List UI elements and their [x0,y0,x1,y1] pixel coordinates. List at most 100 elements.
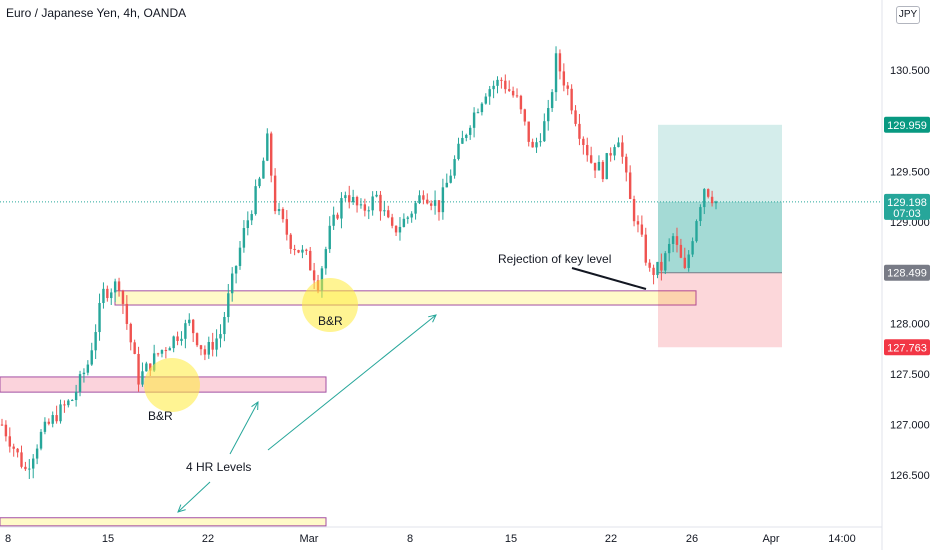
candle-body [410,213,413,218]
time-tick-label: 26 [686,533,698,545]
current-price-badge-bg [884,193,930,220]
candle-body [141,371,144,385]
candle-body [644,234,647,263]
candle-body [496,79,499,86]
candle-body [664,253,667,271]
candle-body [129,323,132,343]
candle-body [426,199,429,204]
candle-body [258,178,261,187]
candle-body [691,241,694,255]
annotation-br-1: B&R [148,409,173,423]
currency-button[interactable]: JPY [896,6,920,24]
candle-body [429,203,433,206]
candle-body [266,133,269,161]
candle-body [414,203,417,214]
candle-body [149,363,152,371]
price-tick-label: 130.500 [890,65,930,77]
candle-body [527,121,530,142]
candle-body [348,195,351,203]
time-tick-label: 22 [202,533,214,545]
candle-body [621,142,624,157]
arrow-to-lower-zone-shaft [229,401,259,455]
candle-body [188,319,191,324]
candle-body [340,198,343,219]
candle-body [625,156,628,173]
candle-body [328,225,331,250]
time-tick-label: 15 [102,533,114,545]
arrow-to-upper-zone-head [428,314,437,323]
candle-body [227,293,230,318]
candle-body [398,226,402,233]
position-loss-zone [658,272,782,348]
candle-body [617,142,620,148]
candle-body [238,247,242,266]
candle-body [699,207,702,222]
candle-body [336,214,339,219]
time-tick-label: 14:00 [828,533,856,545]
arrow-to-bottom-zone-shaft [177,481,211,513]
highlight-ellipse-1 [144,358,200,412]
price-axis[interactable]: 130.500 129.500 129.000 128.000 127.500 127.0… [881,0,930,550]
level-price-badge-text: 128.499 [887,268,927,280]
candle-body [605,153,608,180]
candle-body [63,404,66,406]
candle-body [16,448,19,453]
candle-body [683,257,686,268]
candle-body [492,85,495,90]
candle-body [195,333,199,346]
price-tick-label: 129.500 [890,166,930,178]
candle-body [184,323,187,339]
candle-body [39,431,43,449]
candle-body [270,133,273,176]
candle-body [137,353,140,385]
candle-body [433,200,437,206]
price-tick-label: 126.500 [890,470,930,482]
annotation-br-2: B&R [318,314,343,328]
candle-body [273,175,277,212]
price-tick-label: 127.000 [890,420,930,432]
candle-body [20,452,23,467]
candle-body [359,204,363,206]
candle-body [511,90,515,96]
candle-body [461,137,464,144]
candle-body [457,143,460,160]
candle-body [301,249,304,253]
candle-body [262,160,265,179]
candle-body [652,267,655,275]
candle-body [613,147,616,156]
candle-body [207,341,210,355]
candle-body [344,195,347,199]
candle-body [570,88,573,111]
time-axis[interactable]: 8 15 22 Mar 8 15 22 26 Apr 14:00 [0,526,882,545]
candle-body [562,71,566,86]
annotations-layer: Rejection of key level B&R B&R 4 HR Leve… [148,252,611,474]
candle-body [281,209,285,220]
candle-body [176,336,179,341]
candle-body [586,144,589,156]
arrow-to-upper-zone-shaft [267,314,437,451]
candle-body [59,404,62,422]
candle-body [367,210,370,212]
candle-body [106,288,109,299]
candle-body [98,302,101,333]
candle-body [628,172,632,200]
arrow-to-bottom-zone-head [177,504,186,513]
candle-body [578,123,581,139]
candle-body [285,219,289,235]
candle-body [539,141,542,143]
horizontal-zones-layer [0,290,697,527]
candle-body [402,218,406,227]
candle-body [199,345,203,350]
long-position-tool[interactable] [658,124,782,348]
candle-body [445,182,448,188]
candle-body [371,196,374,211]
candle-body [582,138,585,145]
candle-body [219,334,222,339]
candle-body [437,200,441,213]
candle-body [51,415,54,424]
candle-body [35,448,39,459]
candle-body [117,281,121,291]
candle-body [234,265,238,274]
candle-body [355,196,359,206]
